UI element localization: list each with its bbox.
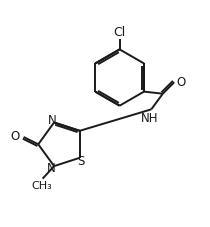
Text: NH: NH: [140, 111, 158, 124]
Text: S: S: [78, 155, 85, 168]
Text: N: N: [48, 114, 57, 127]
Text: N: N: [47, 161, 55, 174]
Text: O: O: [11, 130, 20, 143]
Text: CH₃: CH₃: [31, 180, 52, 190]
Text: Cl: Cl: [113, 26, 126, 39]
Text: O: O: [176, 75, 186, 88]
